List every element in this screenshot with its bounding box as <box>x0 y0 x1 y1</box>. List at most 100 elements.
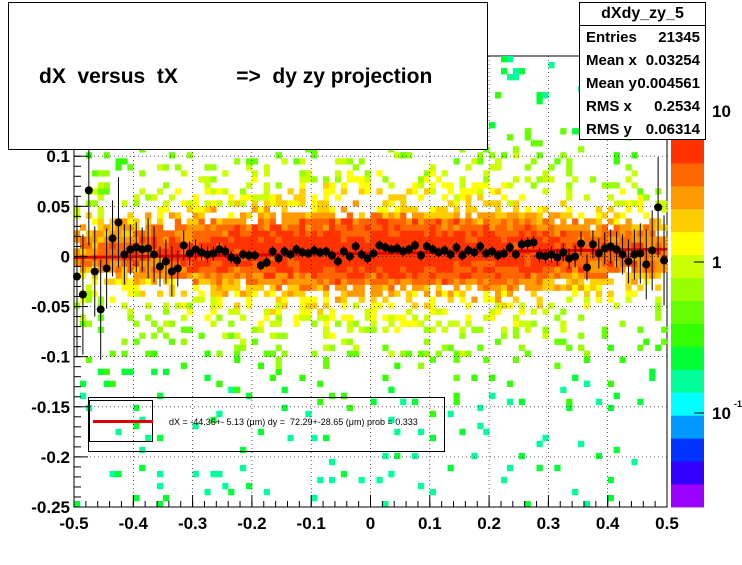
profile-point <box>250 251 259 260</box>
heatmap-cell <box>281 224 288 231</box>
heatmap-cell <box>85 296 93 303</box>
heatmap-cell <box>524 134 531 141</box>
heatmap-cell <box>281 158 288 165</box>
heatmap-cell <box>512 176 520 183</box>
heatmap-cell <box>625 218 632 225</box>
heatmap-cell <box>566 164 573 171</box>
heatmap-cell <box>269 218 276 225</box>
heatmap-cell <box>578 254 585 261</box>
heatmap-cell <box>560 266 567 273</box>
heatmap-cell <box>281 278 288 285</box>
heatmap-cell <box>542 188 549 195</box>
heatmap-cell <box>133 278 140 285</box>
heatmap-cell <box>447 296 454 303</box>
heatmap-cell <box>459 296 466 303</box>
heatmap-cell <box>281 200 288 207</box>
stats-value: 0.03254 <box>645 52 700 69</box>
heatmap-cell <box>406 254 413 261</box>
heatmap-cell <box>204 176 211 183</box>
profile-point <box>203 250 212 259</box>
heatmap-cell <box>334 272 342 279</box>
heatmap-cell <box>157 230 164 237</box>
heatmap-cell <box>216 200 223 207</box>
heatmap-cell <box>257 362 265 369</box>
heatmap-cell <box>595 296 603 303</box>
heatmap-cell <box>495 290 502 297</box>
heatmap-cell <box>364 272 371 279</box>
heatmap-cell <box>524 284 531 291</box>
heatmap-cell <box>500 326 508 333</box>
heatmap-cell <box>489 122 496 129</box>
heatmap-cell <box>293 236 300 243</box>
heatmap-cell <box>566 398 573 406</box>
heatmap-cell <box>180 362 187 369</box>
heatmap-cell <box>435 254 442 261</box>
heatmap-cell <box>417 224 425 231</box>
heatmap-cell <box>346 290 354 297</box>
heatmap-cell <box>305 236 312 243</box>
heatmap-cell <box>417 428 425 436</box>
heatmap-cell <box>583 350 591 357</box>
profile-point <box>582 263 591 272</box>
heatmap-cell <box>542 272 549 279</box>
heatmap-cell <box>394 428 401 436</box>
heatmap-cell <box>500 230 508 237</box>
heatmap-cell <box>251 176 259 183</box>
heatmap-cell <box>495 302 502 309</box>
heatmap-cell <box>506 380 514 388</box>
heatmap-cell <box>542 308 549 315</box>
heatmap-cell <box>441 170 448 177</box>
heatmap-cell <box>412 398 419 406</box>
heatmap-cell <box>583 218 591 225</box>
heatmap-cell <box>115 470 122 478</box>
heatmap-cell <box>328 308 336 315</box>
heatmap-cell <box>251 158 259 165</box>
heatmap-cell <box>346 212 354 219</box>
heatmap-cell <box>299 308 306 315</box>
heatmap-cell <box>269 320 276 327</box>
heatmap-cell <box>613 152 620 159</box>
heatmap-cell <box>489 260 496 267</box>
heatmap-cell <box>447 290 454 297</box>
heatmap-cell <box>382 200 389 207</box>
heatmap-cell <box>477 230 484 237</box>
heatmap-cell <box>245 278 253 285</box>
heatmap-cell <box>127 290 134 297</box>
profile-point <box>244 251 253 260</box>
heatmap-cell <box>601 278 608 285</box>
heatmap-cell <box>251 326 259 333</box>
heatmap-cell <box>370 230 377 237</box>
heatmap-cell <box>162 368 170 375</box>
heatmap-cell <box>578 344 585 351</box>
heatmap-cell <box>186 326 193 333</box>
heatmap-cell <box>512 224 520 231</box>
heatmap-cell <box>210 206 217 213</box>
heatmap-cell <box>370 398 377 406</box>
heatmap-cell <box>376 278 383 285</box>
heatmap-cell <box>275 230 282 237</box>
heatmap-cell <box>548 230 555 237</box>
heatmap-cell <box>477 266 484 273</box>
heatmap-cell <box>406 266 413 273</box>
heatmap-cell <box>269 290 276 297</box>
heatmap-cell <box>471 326 478 333</box>
heatmap-cell <box>299 242 306 249</box>
heatmap-cell <box>471 242 478 249</box>
heatmap-cell <box>524 278 531 285</box>
heatmap-cell <box>121 368 128 375</box>
heatmap-cell <box>382 278 389 285</box>
heatmap-cell <box>376 218 383 225</box>
heatmap-cell <box>542 284 549 291</box>
heatmap-cell <box>334 284 342 291</box>
heatmap-cell <box>441 218 448 225</box>
heatmap-cell <box>572 266 579 273</box>
heatmap-cell <box>447 218 454 225</box>
heatmap-cell <box>506 260 514 267</box>
heatmap-cell <box>103 224 110 231</box>
heatmap-cell <box>506 212 514 219</box>
heatmap-cell <box>613 392 620 400</box>
heatmap-cell <box>388 284 395 291</box>
heatmap-cell <box>625 290 632 297</box>
heatmap-cell <box>453 254 460 261</box>
heatmap-cell <box>127 368 134 375</box>
